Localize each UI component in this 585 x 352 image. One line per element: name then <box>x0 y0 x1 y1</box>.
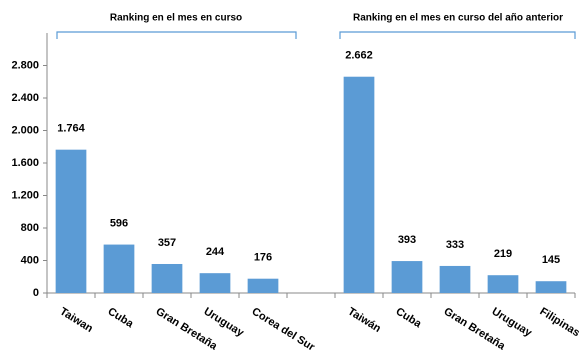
bar <box>343 76 375 294</box>
x-tick-label: Filipinas <box>538 305 582 339</box>
bar <box>247 278 279 293</box>
bar <box>151 263 183 293</box>
bar <box>535 281 567 293</box>
y-tick-label: 2.000 <box>11 124 39 136</box>
value-label: 596 <box>110 217 128 229</box>
y-tick-label: 1.200 <box>11 189 39 201</box>
bar <box>487 275 519 293</box>
annotation: Ranking en el mes en curso <box>110 13 242 24</box>
bar <box>391 261 423 293</box>
x-tick-label: Taiwán <box>346 305 384 335</box>
x-tick-label: Cuba <box>394 305 424 330</box>
value-label: 176 <box>254 252 272 264</box>
value-label: 219 <box>494 248 512 260</box>
x-tick-label: Taiwan <box>58 305 96 335</box>
y-tick-label: 0 <box>33 287 39 299</box>
bracket <box>339 31 576 39</box>
value-label: 357 <box>158 237 176 249</box>
y-tick-label: 800 <box>21 222 39 234</box>
value-label: 393 <box>398 234 416 246</box>
annotation: Ranking en el mes en curso del año anter… <box>353 13 563 24</box>
bar <box>55 149 87 293</box>
x-tick-label: Cuba <box>106 305 136 330</box>
value-label: 1.764 <box>57 123 85 135</box>
bar <box>103 244 135 293</box>
y-tick-label: 2.400 <box>11 92 39 104</box>
value-label: 2.662 <box>345 50 373 62</box>
bar <box>199 273 231 293</box>
y-tick-label: 1.600 <box>11 157 39 169</box>
value-label: 244 <box>206 246 225 258</box>
y-tick-label: 2.800 <box>11 59 39 71</box>
value-label: 333 <box>446 239 464 251</box>
value-label: 145 <box>542 254 560 266</box>
bracket <box>56 31 297 39</box>
bar <box>439 265 471 293</box>
x-tick-label: Corea del Sur <box>250 305 318 352</box>
y-tick-label: 400 <box>21 254 39 266</box>
